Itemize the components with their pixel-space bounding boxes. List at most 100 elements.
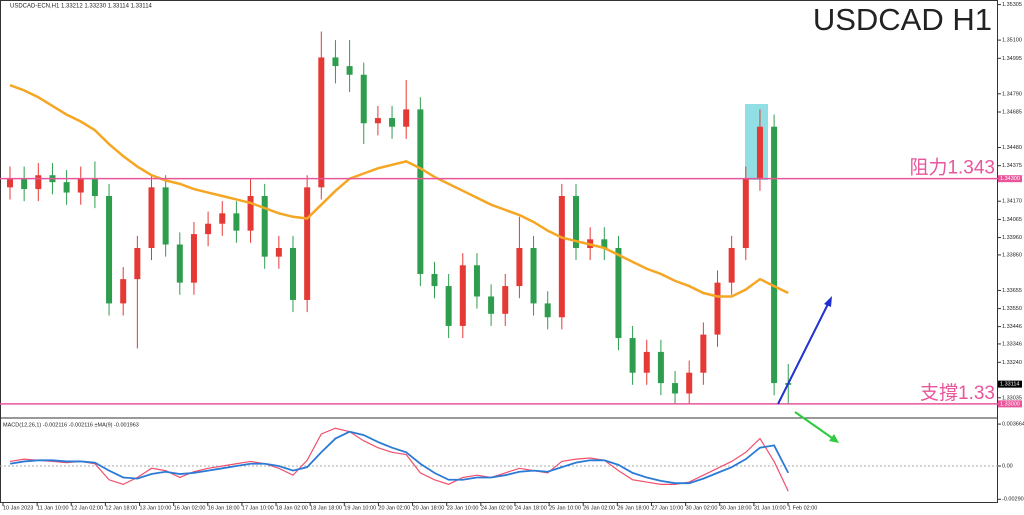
candle-body <box>742 178 749 248</box>
candle-body <box>629 338 636 373</box>
x-tick-label: 16 Jan 02:00 <box>174 505 206 511</box>
chart-info: USDCAD-ECN,H1 1.33212 1.33230 1.33114 1.… <box>10 4 153 10</box>
level-axis-box <box>998 175 1022 183</box>
y-tick-label: 1.33240 <box>1002 360 1022 366</box>
candle-body <box>374 118 381 124</box>
y-tick-label: 1.34480 <box>1002 145 1022 151</box>
candle-body <box>558 196 565 318</box>
y-tick-label: 1.33960 <box>1002 235 1022 241</box>
moving-average <box>9 83 789 298</box>
candle-body <box>686 372 693 394</box>
candle-body <box>233 213 240 231</box>
candle-body <box>431 273 438 287</box>
candle-body <box>601 239 608 248</box>
x-tick-label: 1 Feb 02:00 <box>788 505 817 511</box>
candle-body <box>728 247 735 283</box>
candle-body <box>190 234 197 283</box>
candle-body <box>417 109 424 274</box>
level-label: 支撐1.33 <box>920 382 995 404</box>
y-tick-label: 1.33655 <box>1002 288 1022 294</box>
y-tick-label: 1.33035 <box>1002 395 1022 401</box>
y-tick-label: 1.33346 <box>1002 341 1022 347</box>
level-axis-label: 1.33000 <box>1000 401 1020 407</box>
candle-body <box>162 187 169 245</box>
up-arrow <box>777 299 831 405</box>
x-tick-label: 18 Jan 18:00 <box>310 505 342 511</box>
candle-body <box>318 57 325 188</box>
candle-body <box>502 286 509 314</box>
candle-body <box>21 178 28 190</box>
candle-body <box>275 247 282 257</box>
y-tick-label: 1.34995 <box>1002 56 1022 62</box>
x-tick-label: 26 Jan 18:00 <box>617 505 649 511</box>
level-axis-label: 1.34300 <box>1000 176 1020 182</box>
y-tick-label: 1.33550 <box>1002 306 1022 312</box>
y-tick-label: 1.35305 <box>1002 2 1022 8</box>
candle-body <box>290 247 296 300</box>
x-tick-label: 12 Jan 18:00 <box>105 505 137 511</box>
x-tick-label: 20 Jan 02:00 <box>378 505 410 511</box>
candle-body <box>134 247 141 280</box>
candle-body <box>304 187 311 300</box>
level-axis-box <box>998 400 1022 408</box>
y-tick-label: 1.34685 <box>1002 109 1022 115</box>
y-tick-label: 1.34065 <box>1002 217 1022 223</box>
macd-label: MACD(12,26,1) -0.002116 -0.002116 ±MA(9)… <box>3 422 139 428</box>
x-tick-label: 24 Jan 18:00 <box>515 505 547 511</box>
x-tick-label: 23 Jan 10:00 <box>447 505 479 511</box>
candle-body <box>247 196 254 231</box>
candle-body <box>120 279 127 304</box>
candle-body <box>516 247 523 287</box>
candle-body <box>771 126 778 384</box>
x-tick-label: 30 Jan 18:00 <box>720 505 752 511</box>
y-tick-label: 1.34170 <box>1002 199 1022 205</box>
down-arrow <box>794 411 836 441</box>
candle-body <box>106 196 113 304</box>
candle-body <box>7 178 13 188</box>
x-tick-label: 30 Jan 02:00 <box>686 505 718 511</box>
x-tick-label: 11 Jan 10:00 <box>37 505 68 511</box>
macd-line <box>9 430 790 485</box>
candle-body <box>473 265 480 297</box>
y-tick-label: 1.35100 <box>1002 38 1022 44</box>
plot-frame <box>0 0 998 503</box>
level-label: 阻力1.343 <box>909 157 995 179</box>
candle-body <box>700 334 707 373</box>
candle-body <box>77 178 84 193</box>
y-tick-label: 1.33860 <box>1002 252 1022 258</box>
candle-body <box>35 175 42 190</box>
candle-body <box>488 296 495 314</box>
candle-body <box>219 213 226 224</box>
x-tick-label: 27 Jan 10:00 <box>651 505 683 511</box>
x-tick-label: 10 Jan 2023 <box>3 505 33 511</box>
x-tick-label: 13 Jan 10:00 <box>140 505 172 511</box>
candle-body <box>360 74 367 124</box>
highlight-box <box>745 104 768 180</box>
x-tick-label: 19 Jan 10:00 <box>344 505 376 511</box>
candle-body <box>91 178 98 197</box>
x-tick-label: 31 Jan 10:00 <box>754 505 786 511</box>
candle-body <box>445 286 452 326</box>
x-tick-label: 12 Jan 02:00 <box>71 505 103 511</box>
candle-body <box>573 196 579 248</box>
candle-body <box>148 187 155 248</box>
candle-body <box>672 383 679 394</box>
candle-body <box>205 223 212 235</box>
x-tick-label: 20 Jan 18:00 <box>413 505 445 511</box>
price-label: 1.33114 <box>1000 382 1019 388</box>
candle-body <box>346 66 353 75</box>
macd-tick-label: 0.00 <box>1002 463 1013 469</box>
candle-body <box>657 351 664 384</box>
candle-body <box>389 118 396 127</box>
x-tick-label: 26 Jan 02:00 <box>583 505 615 511</box>
candle-body <box>530 247 537 304</box>
candle-body <box>63 182 70 193</box>
x-tick-label: 25 Jan 10:00 <box>549 505 581 511</box>
up-arrow-head <box>824 296 832 307</box>
x-tick-label: 24 Jan 02:00 <box>481 505 513 511</box>
x-tick-label: 16 Jan 18:00 <box>208 505 240 511</box>
y-tick-label: 1.34790 <box>1002 91 1022 97</box>
candle-body <box>459 265 466 326</box>
down-arrow-head <box>829 434 839 443</box>
